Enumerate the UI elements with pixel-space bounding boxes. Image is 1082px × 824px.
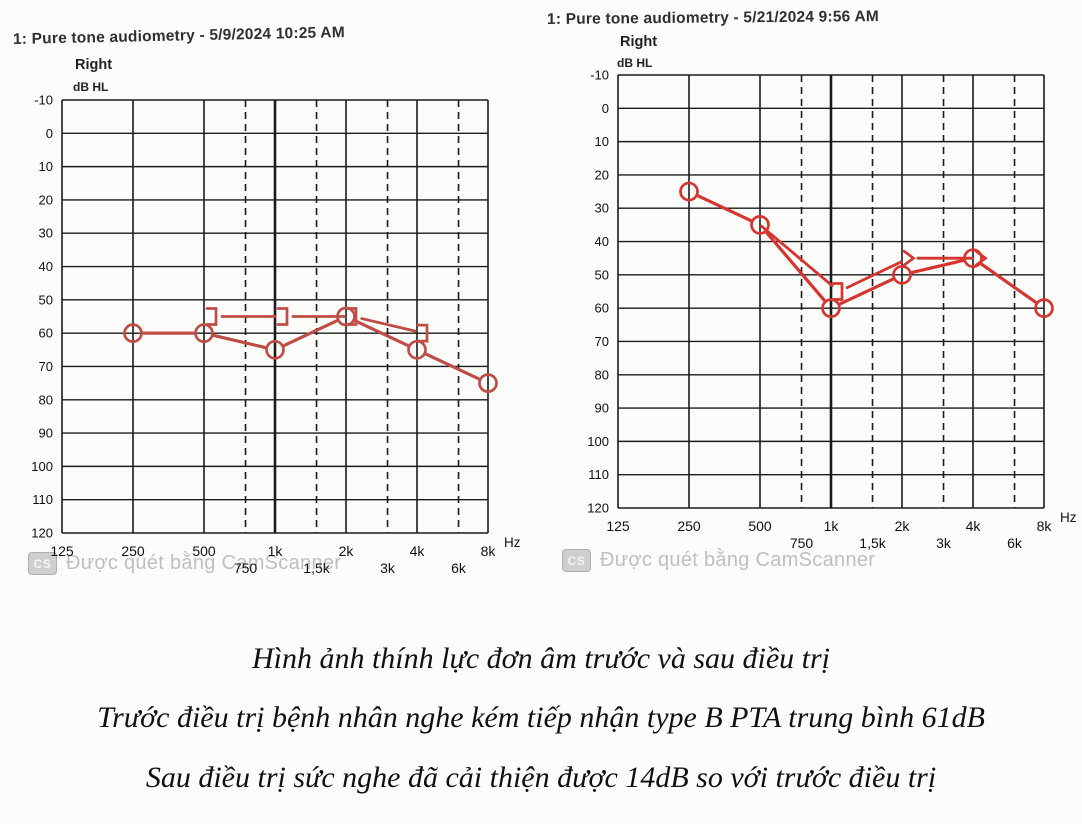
grid: -10 0 10 20 30 40 50 60 70 80 90 100 110 120 125 250 500… xyxy=(31,93,520,577)
caption-line-2: Trước điều trị bệnh nhân nghe kém tiếp n… xyxy=(97,701,985,734)
y-tick-label: 40 xyxy=(39,259,53,274)
y-tick-label: 120 xyxy=(31,526,53,541)
x-tick-label: 500 xyxy=(748,518,772,534)
y-tick-label: 10 xyxy=(39,159,53,174)
bone-conduction-series xyxy=(205,307,429,343)
bone-conduction-bracket xyxy=(205,307,218,326)
x-tick-label: 4k xyxy=(966,518,982,534)
air-conduction-point xyxy=(1034,298,1054,319)
x-tick-label: 8k xyxy=(481,543,497,559)
y-tick-label: -10 xyxy=(34,93,53,108)
air-conduction-point xyxy=(821,298,841,319)
x-tick-label: 125 xyxy=(50,543,74,559)
x-subtick-label: 3k xyxy=(936,535,952,551)
y-tick-label: 0 xyxy=(602,101,609,116)
x-tick-label: 125 xyxy=(606,518,630,534)
y-tick-label: 20 xyxy=(39,192,53,207)
air-conduction-point xyxy=(194,323,214,344)
y-tick-label: 90 xyxy=(595,401,609,416)
y-tick-label: 60 xyxy=(39,326,53,341)
bone-conduction-bracket xyxy=(276,307,289,326)
x-tick-label: 4k xyxy=(410,543,426,559)
y-tick-label: 30 xyxy=(595,201,609,216)
x-tick-label: 250 xyxy=(121,543,145,559)
y-tick-label: 120 xyxy=(587,501,609,516)
y-tick-label: 100 xyxy=(587,434,609,449)
audiogram-before-unit-label: dB HL xyxy=(73,80,109,94)
air-conduction-point xyxy=(750,215,770,235)
y-tick-label: 80 xyxy=(595,367,609,382)
y-tick-label: 100 xyxy=(31,459,53,474)
x-tick-label: 2k xyxy=(339,543,355,559)
hz-unit-label: Hz xyxy=(1060,510,1077,525)
air-conduction-point xyxy=(407,339,427,360)
y-tick-label: 0 xyxy=(46,126,53,141)
x-tick-label: 8k xyxy=(1037,518,1053,534)
y-tick-label: 50 xyxy=(39,292,53,307)
audiogram-after-chart: -10 0 10 20 30 40 50 60 70 80 90 100 110 120 125 250 500… xyxy=(587,68,1076,552)
air-conduction-point xyxy=(679,181,699,202)
air-conduction-point xyxy=(265,339,285,360)
y-tick-label: 40 xyxy=(595,234,609,249)
air-conduction-point xyxy=(963,248,983,269)
camscanner-badge-icon: CS xyxy=(562,549,591,572)
bone-conduction-series xyxy=(760,224,988,301)
y-tick-label: 90 xyxy=(39,426,53,441)
audiogram-after-title: 1: Pure tone audiometry - 5/21/2024 9:56… xyxy=(546,8,879,28)
x-tick-label: 1k xyxy=(824,518,840,534)
caption-line-1: Hình ảnh thính lực đơn âm trước và sau đ… xyxy=(251,642,831,675)
y-tick-label: 70 xyxy=(39,359,53,374)
x-subtick-label: 3k xyxy=(380,560,396,576)
air-conduction-right-series xyxy=(679,181,1054,319)
audiogram-before-ear-label: Right xyxy=(75,57,113,73)
bone-conduction-bracket xyxy=(416,323,429,343)
y-tick-label: 110 xyxy=(588,467,609,482)
audiogram-after-unit-label: dB HL xyxy=(617,56,653,70)
x-tick-label: 250 xyxy=(677,518,701,534)
air-conduction-right-series xyxy=(123,306,498,393)
y-tick-label: 80 xyxy=(39,392,53,407)
air-conduction-point xyxy=(892,264,912,285)
grid: -10 0 10 20 30 40 50 60 70 80 90 100 110 120 125 250 500… xyxy=(587,68,1076,552)
x-subtick-label: 6k xyxy=(451,560,467,576)
air-conduction-point xyxy=(478,373,498,393)
x-subtick-label: 1,5k xyxy=(859,535,886,551)
x-subtick-label: 1,5k xyxy=(303,560,330,576)
y-tick-label: 60 xyxy=(595,301,609,316)
x-tick-label: 2k xyxy=(895,518,911,534)
x-tick-label: 1k xyxy=(268,543,284,559)
y-tick-label: 30 xyxy=(39,226,53,241)
caption-line-3: Sau điều trị sức nghe đã cải thiện được … xyxy=(145,761,937,794)
audiogram-before-title: 1: Pure tone audiometry - 5/9/2024 10:25… xyxy=(12,24,346,48)
y-tick-label: -10 xyxy=(590,68,609,83)
camscanner-badge-icon: CS xyxy=(28,552,57,575)
camscanner-watermark-right: CS Được quét bằng CamScanner xyxy=(562,549,875,572)
camscanner-watermark-text: Được quét bằng CamScanner xyxy=(66,552,342,574)
y-tick-label: 20 xyxy=(595,167,609,182)
bone-conduction-bracket xyxy=(831,282,844,301)
bone-conduction-chevron xyxy=(902,249,916,267)
audiogram-after-ear-label: Right xyxy=(620,34,658,50)
x-tick-label: 500 xyxy=(192,543,216,559)
y-tick-label: 70 xyxy=(595,334,609,349)
y-tick-label: 50 xyxy=(595,267,609,282)
camscanner-watermark-left: CS Được quét bằng CamScanner xyxy=(28,552,341,575)
x-subtick-label: 750 xyxy=(234,560,258,576)
audiogram-before-chart: -10 0 10 20 30 40 50 60 70 80 90 100 110 120 125 250 500… xyxy=(31,93,520,577)
y-tick-label: 110 xyxy=(32,492,53,507)
x-subtick-label: 750 xyxy=(790,535,814,551)
hz-unit-label: Hz xyxy=(504,535,521,550)
camscanner-watermark-text: Được quét bằng CamScanner xyxy=(600,549,876,571)
x-subtick-label: 6k xyxy=(1007,535,1023,551)
air-conduction-point xyxy=(336,306,356,327)
air-conduction-point xyxy=(123,323,143,344)
y-tick-label: 10 xyxy=(595,134,609,149)
